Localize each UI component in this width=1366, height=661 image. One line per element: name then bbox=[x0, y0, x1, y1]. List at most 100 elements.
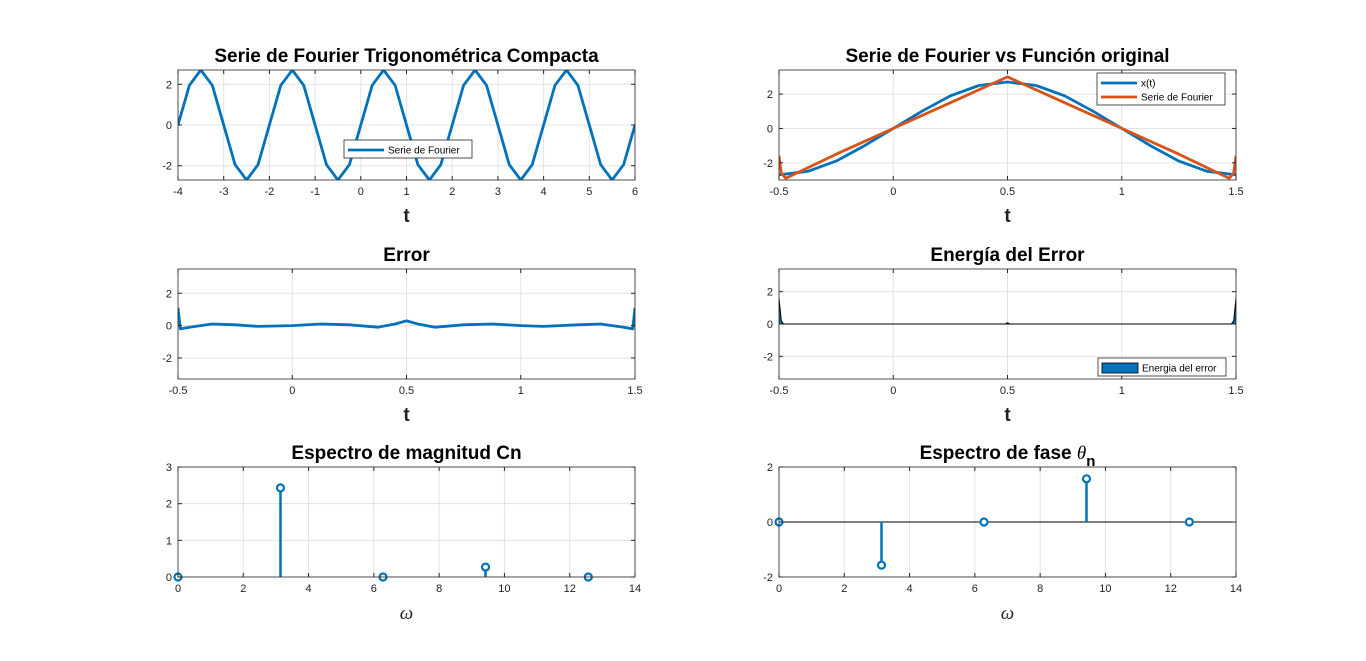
x-tick-label: 0.5 bbox=[1000, 186, 1015, 198]
x-tick-label: -0.5 bbox=[169, 385, 188, 397]
y-tick-label: 2 bbox=[166, 288, 172, 300]
x-tick-label: 0 bbox=[358, 186, 364, 198]
legend: x(t) Serie de Fourier bbox=[1096, 72, 1226, 106]
x-tick-label: 0.5 bbox=[399, 385, 414, 397]
x-axis-label: t bbox=[403, 405, 410, 426]
y-tick-label: -2 bbox=[763, 351, 773, 363]
x-axis-label: t bbox=[403, 206, 410, 227]
x-tick-label: 6 bbox=[972, 583, 978, 595]
stem-marker bbox=[1184, 517, 1194, 527]
x-tick-label: 2 bbox=[841, 583, 847, 595]
y-tick-label: -2 bbox=[763, 158, 773, 170]
series-area bbox=[779, 298, 1236, 325]
legend-label: Serie de Fourier bbox=[1141, 93, 1213, 104]
x-tick-label: 6 bbox=[371, 583, 377, 595]
legend-label: Serie de Fourier bbox=[388, 146, 460, 157]
plot-area bbox=[779, 298, 1236, 325]
stem-marker bbox=[979, 517, 989, 527]
plot-area bbox=[779, 478, 1236, 566]
stem-marker bbox=[1081, 474, 1092, 484]
x-tick-label: 8 bbox=[436, 583, 442, 595]
x-tick-label: 1 bbox=[403, 186, 409, 198]
legend-box bbox=[343, 139, 473, 159]
x-tick-label: 4 bbox=[907, 583, 913, 595]
x-tick-label: 2 bbox=[240, 583, 246, 595]
series-line-Serie de Fourier bbox=[178, 70, 635, 180]
x-tick-label: 3 bbox=[495, 186, 501, 198]
x-tick-label: 1 bbox=[1119, 186, 1125, 198]
x-tick-label: 0 bbox=[890, 385, 896, 397]
legend: Energia del error bbox=[1097, 357, 1227, 377]
legend-box bbox=[1096, 72, 1226, 106]
series-line-x(t) bbox=[779, 80, 1236, 177]
y-tick-label: 2 bbox=[166, 79, 172, 91]
x-tick-label: 1.5 bbox=[1228, 186, 1243, 198]
x-axis-label: t bbox=[1004, 405, 1011, 426]
x-tick-label: -4 bbox=[173, 186, 183, 198]
x-tick-label: 0 bbox=[175, 583, 181, 595]
x-tick-label: 0 bbox=[890, 186, 896, 198]
y-tick-label: -2 bbox=[162, 353, 172, 365]
y-tick-label: 2 bbox=[767, 287, 773, 299]
legend: Serie de Fourier bbox=[343, 139, 473, 159]
plot-area bbox=[279, 487, 487, 577]
series-line-Serie de Fourier bbox=[779, 75, 1236, 180]
legend-swatch bbox=[1101, 362, 1139, 374]
x-tick-label: 1.5 bbox=[1228, 385, 1243, 397]
x-axis-label: ω bbox=[400, 603, 413, 624]
subplot-p4: -0.5 0 0.5 1 1.5 -2 0 2 Energía del Error t Energi… bbox=[763, 245, 1243, 426]
plot-area bbox=[178, 70, 635, 180]
stem-marker bbox=[275, 483, 286, 493]
x-tick-label: 8 bbox=[1037, 583, 1043, 595]
x-tick-label: 0 bbox=[776, 583, 782, 595]
x-tick-label: 1.5 bbox=[627, 385, 642, 397]
x-tick-label: 10 bbox=[1099, 583, 1111, 595]
chart-title: Espectro de magnitud Cn bbox=[291, 443, 521, 464]
y-tick-label: -2 bbox=[763, 572, 773, 584]
y-tick-label: 0 bbox=[767, 319, 773, 331]
axes-box bbox=[177, 466, 636, 578]
stem-marker bbox=[876, 560, 887, 570]
legend-label: Energia del error bbox=[1142, 364, 1217, 375]
x-axis-label: t bbox=[1004, 206, 1011, 227]
x-tick-label: 4 bbox=[306, 583, 312, 595]
y-tick-label: 0 bbox=[767, 517, 773, 529]
chart-title: Energía del Error bbox=[930, 245, 1085, 266]
subplot-p3: -0.5 0 0.5 1 1.5 -2 0 2 Error t bbox=[162, 245, 642, 426]
x-tick-label: 4 bbox=[541, 186, 547, 198]
x-tick-label: 12 bbox=[1165, 583, 1177, 595]
chart-title: Serie de Fourier Trigonométrica Compacta bbox=[214, 46, 599, 67]
subplot-p1: -4 -3 -2 -1 0 1 2 3 4 5 6 -2 0 2 Serie de Fourier Trig… bbox=[162, 46, 638, 227]
y-tick-label: 0 bbox=[166, 321, 172, 333]
legend-label: x(t) bbox=[1141, 79, 1155, 90]
x-tick-label: 12 bbox=[564, 583, 576, 595]
y-tick-label: 2 bbox=[767, 89, 773, 101]
x-tick-label: 1 bbox=[1119, 385, 1125, 397]
x-tick-label: 5 bbox=[586, 186, 592, 198]
chart-title: Serie de Fourier vs Función original bbox=[845, 46, 1169, 67]
series-line-0 bbox=[178, 307, 635, 331]
x-tick-label: 14 bbox=[629, 583, 641, 595]
y-tick-label: 3 bbox=[166, 462, 172, 474]
x-tick-label: 0 bbox=[289, 385, 295, 397]
x-tick-label: 2 bbox=[449, 186, 455, 198]
y-tick-label: 0 bbox=[166, 572, 172, 584]
y-tick-label: 1 bbox=[166, 535, 172, 547]
chart-title: Espectro de fase θn bbox=[920, 443, 1096, 470]
y-tick-label: 2 bbox=[166, 499, 172, 511]
y-tick-label: -2 bbox=[162, 161, 172, 173]
x-tick-label: 6 bbox=[632, 186, 638, 198]
x-tick-label: 14 bbox=[1230, 583, 1242, 595]
subplot-p2: -0.5 0 0.5 1 1.5 -2 0 2 Serie de Fourier vs Func… bbox=[763, 46, 1243, 227]
plot-area bbox=[178, 307, 635, 331]
x-tick-label: -1 bbox=[310, 186, 320, 198]
y-tick-label: 0 bbox=[166, 120, 172, 132]
y-tick-label: 0 bbox=[767, 123, 773, 135]
x-axis-label: ω bbox=[1001, 603, 1014, 624]
x-tick-label: 10 bbox=[498, 583, 510, 595]
stem-marker bbox=[480, 562, 491, 572]
x-tick-label: -3 bbox=[219, 186, 229, 198]
